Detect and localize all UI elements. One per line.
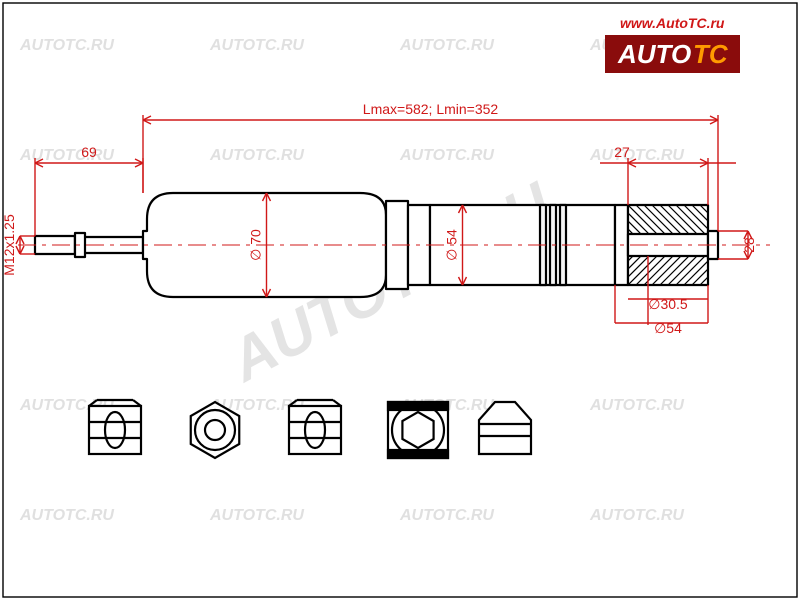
dimension-label: Lmax=582; Lmin=352 <box>363 101 499 117</box>
site-url: www.AutoTC.ru <box>620 15 725 31</box>
watermark-text: AUTOTC.RU <box>399 147 494 164</box>
watermark-text: AUTOTC.RU <box>589 397 684 414</box>
dimension-label: M12x1.25 <box>1 214 17 276</box>
watermark-text: AUTOTC.RU <box>399 507 494 524</box>
watermark-text: AUTOTC.RU <box>209 37 304 54</box>
watermark-text: AUTOTC.RU <box>209 507 304 524</box>
nut-side1 <box>289 400 341 454</box>
watermark-text: AUTOTC.RU <box>399 37 494 54</box>
dimension-label: ∅ 54 <box>444 229 460 261</box>
watermark-text: AUTOTC.RU <box>19 507 114 524</box>
watermark-text: AUTOTC.RU <box>209 147 304 164</box>
nut-face <box>388 402 448 458</box>
nut-side1 <box>89 400 141 454</box>
logo-text-accent: TC <box>693 39 729 69</box>
dimension-label: 28 <box>741 237 757 253</box>
nut-side5 <box>479 402 531 454</box>
dimension-label: 69 <box>81 144 97 160</box>
watermark-text: AUTOTC.RU <box>589 507 684 524</box>
dimension <box>143 116 718 124</box>
logo-text: AUTO <box>617 39 691 69</box>
dimension-label: ∅ 70 <box>248 229 264 261</box>
watermark-text: AUTOTC.RU <box>19 37 114 54</box>
site-logo: AUTOTC <box>605 35 740 73</box>
watermark-text: AUTOTC.RU <box>589 147 684 164</box>
watermark-text: AUTOTC.RU <box>19 147 114 164</box>
dimension-label: 27 <box>614 144 630 160</box>
drawing-canvas: AUTOTC.RU AUTOTC.RU AUTOTC.RU AUTOTC.RU AUTO… <box>0 0 800 600</box>
